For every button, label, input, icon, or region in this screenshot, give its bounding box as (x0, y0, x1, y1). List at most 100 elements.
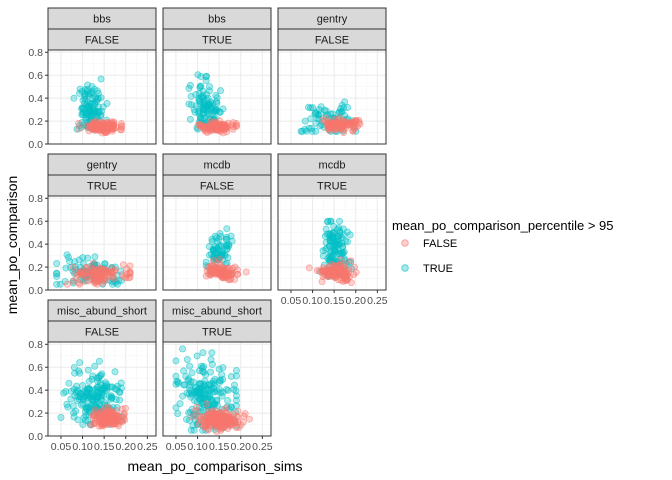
data-point-true (200, 368, 208, 376)
data-point-true (199, 92, 207, 100)
data-point-false (327, 120, 335, 128)
data-point-true (332, 240, 340, 248)
data-point-true (336, 217, 344, 225)
facet-panel-bbs-false: bbs FALSE 0.0 0.2 0.4 0.6 0.8 (28, 7, 159, 151)
y-tick-label: 0.4 (28, 93, 43, 105)
data-point-false (318, 116, 326, 124)
data-point-false (201, 124, 209, 132)
data-point-false (219, 129, 227, 137)
data-point-true (179, 345, 187, 353)
x-tick-label: 0.25 (137, 441, 158, 453)
data-point-true (186, 362, 194, 370)
data-point-false (351, 263, 359, 271)
data-point-true (335, 250, 343, 258)
x-tick-label: 0.20 (116, 441, 137, 453)
data-point-true (207, 105, 215, 113)
data-point-true (53, 280, 61, 288)
data-point-true (208, 238, 216, 246)
data-point-true (216, 87, 224, 95)
y-tick-label: 0.2 (28, 408, 43, 420)
data-point-false (63, 280, 71, 288)
data-point-false (202, 272, 210, 280)
data-point-true (196, 114, 204, 122)
data-point-false (188, 413, 196, 421)
data-point-false (319, 267, 327, 275)
data-point-true (93, 374, 101, 382)
data-point-false (318, 278, 326, 286)
data-point-true (95, 357, 103, 365)
legend-label-false: FALSE (423, 238, 457, 250)
legend-key-true (401, 264, 409, 272)
data-point-true (219, 388, 227, 396)
data-point-false (232, 120, 240, 128)
data-point-true (83, 87, 91, 95)
data-point-true (91, 253, 99, 261)
y-tick-label: 0.0 (28, 139, 43, 151)
data-point-true (341, 98, 349, 106)
data-point-false (102, 122, 110, 130)
data-point-true (84, 366, 92, 374)
data-point-false (222, 121, 230, 129)
data-point-true (209, 377, 217, 385)
data-point-true (190, 426, 198, 434)
data-point-true (329, 235, 337, 243)
x-tick-label: 0.25 (367, 295, 388, 307)
data-point-false (242, 268, 250, 276)
y-tick-label: 0.6 (28, 216, 43, 228)
data-point-false (222, 274, 230, 282)
data-point-false (221, 423, 229, 431)
data-point-true (322, 107, 330, 115)
data-point-false (331, 264, 339, 272)
y-tick-label: 0.0 (28, 431, 43, 443)
x-tick-label: 0.05 (51, 441, 72, 453)
facet-panel-gentry-false: gentry FALSE (277, 7, 389, 145)
data-point-false (336, 256, 344, 264)
data-point-true (210, 246, 218, 254)
data-point-true (97, 75, 105, 83)
data-point-true (91, 362, 99, 370)
data-point-true (78, 105, 86, 113)
data-point-true (232, 396, 240, 404)
data-point-true (302, 127, 310, 135)
data-point-false (89, 259, 97, 267)
data-point-false (110, 275, 118, 283)
x-axis-title: mean_po_comparison_sims (127, 458, 302, 474)
data-point-true (343, 238, 351, 246)
x-tick-label: 0.05 (281, 295, 302, 307)
data-point-true (337, 105, 345, 113)
panel-border (47, 49, 157, 145)
facet-strip-label-top: gentry (317, 14, 348, 26)
data-point-true (172, 357, 180, 365)
data-point-false (224, 264, 232, 272)
facet-strip-label-top: gentry (87, 160, 118, 172)
data-point-false (121, 416, 129, 424)
data-point-false (108, 421, 116, 429)
data-point-false (216, 117, 224, 125)
data-point-false (231, 419, 239, 427)
data-point-true (73, 396, 81, 404)
data-point-true (216, 230, 224, 238)
data-point-true (193, 352, 201, 360)
facet-strip-label-top: misc_abund_short (172, 306, 262, 318)
data-point-true (95, 109, 103, 117)
x-tick-label: 0.15 (94, 441, 115, 453)
data-point-true (199, 101, 207, 109)
data-point-true (53, 272, 61, 280)
data-point-false (209, 123, 217, 131)
y-tick-label: 0.8 (28, 339, 43, 351)
data-point-false (351, 124, 359, 132)
data-point-true (324, 218, 332, 226)
data-point-false (117, 120, 125, 128)
data-point-true (82, 110, 90, 118)
data-point-true (70, 385, 78, 393)
y-tick-label: 0.6 (28, 362, 43, 374)
data-point-false (330, 270, 338, 278)
data-point-true (326, 252, 334, 260)
data-point-false (85, 127, 93, 135)
data-point-true (53, 270, 61, 278)
data-point-false (208, 266, 216, 274)
data-point-false (99, 279, 107, 287)
data-point-false (95, 271, 103, 279)
data-point-true (344, 103, 352, 111)
facet-strip-label-top: misc_abund_short (57, 306, 147, 318)
